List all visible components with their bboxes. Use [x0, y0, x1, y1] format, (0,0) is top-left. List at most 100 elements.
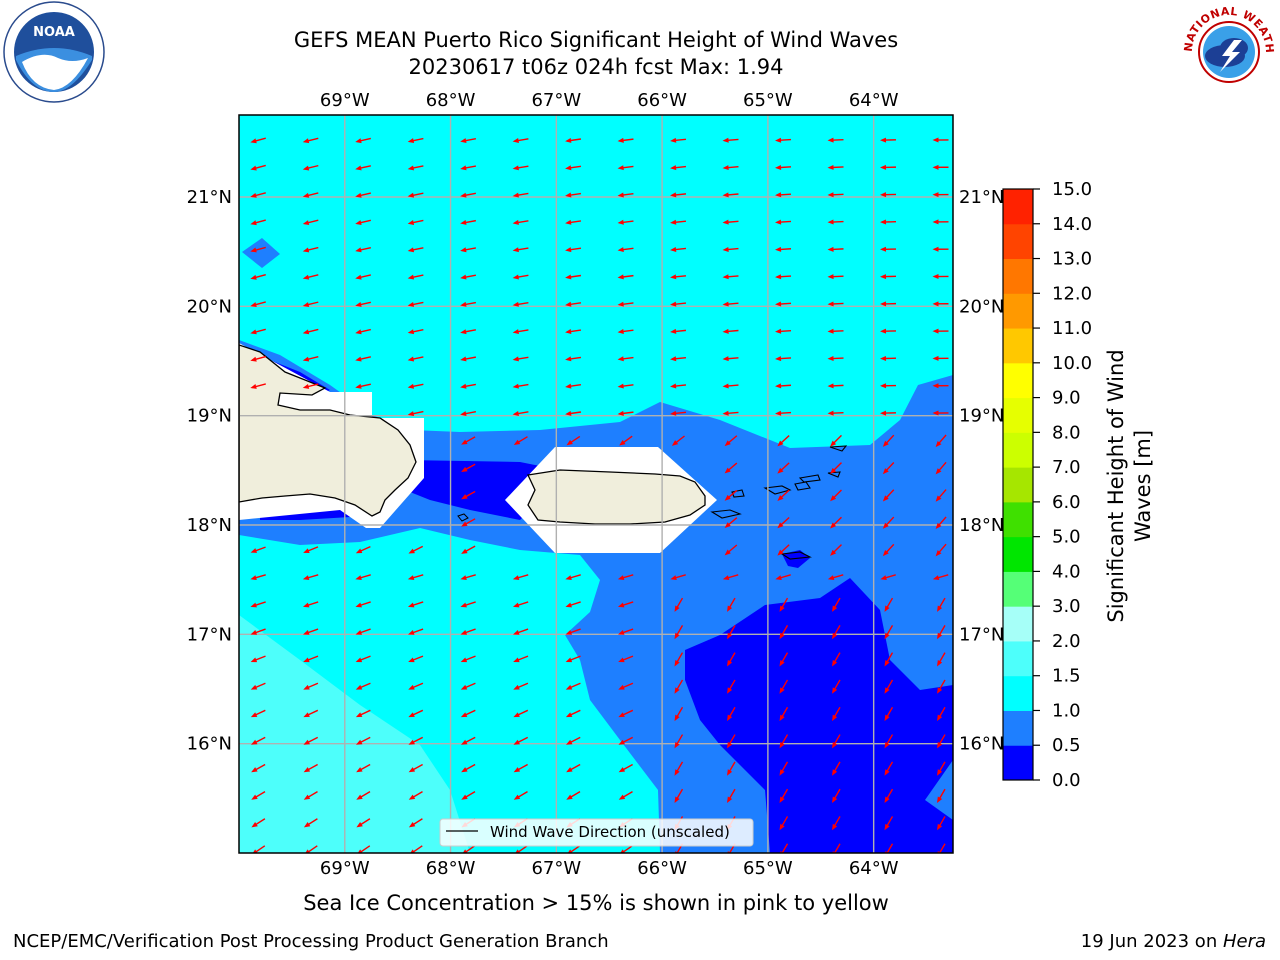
lon-label-bottom-1: 68°W — [426, 858, 476, 879]
lon-label-top-3: 66°W — [637, 90, 687, 111]
wind-arrow-162 — [724, 462, 738, 474]
wind-arrow-118 — [565, 356, 582, 362]
wind-arrow-201 — [880, 574, 896, 581]
wind-arrow-98 — [250, 328, 266, 335]
wind-arrow-72 — [355, 274, 371, 280]
wind-arrow-291 — [461, 763, 476, 773]
wind-arrow-36 — [670, 192, 687, 198]
wind-arrow-64 — [670, 247, 687, 252]
wind-arrow-54 — [880, 219, 897, 225]
island-tortola — [798, 474, 821, 483]
wind-arrow-308 — [618, 791, 633, 800]
wind-arrow-251 — [565, 682, 581, 690]
lat-label-right-1: 20°N — [959, 296, 1004, 317]
wind-arrow-48 — [565, 219, 582, 225]
wind-arrow-76 — [565, 274, 582, 280]
wind-arrow-62 — [565, 247, 582, 253]
wind-arrow-82 — [880, 274, 897, 280]
wind-arrow-19 — [512, 165, 529, 171]
wind-arrow-261 — [355, 709, 371, 718]
colorbar-seg-3 — [1003, 640, 1033, 677]
wind-arrow-314 — [937, 788, 946, 803]
wind-arrow-12 — [880, 137, 897, 143]
wind-arrow-247 — [355, 682, 371, 690]
wind-arrow-286 — [937, 734, 946, 749]
wind-arrow-20 — [565, 165, 582, 171]
wind-arrow-171 — [882, 489, 895, 502]
wind-arrow-121 — [722, 356, 739, 362]
wind-arrow-111 — [932, 328, 949, 334]
wind-arrow-229 — [884, 624, 894, 640]
wind-arrow-294 — [618, 763, 633, 773]
wind-arrow-223 — [565, 628, 581, 635]
wind-arrow-180 — [303, 546, 319, 553]
wind-arrow-129 — [407, 383, 424, 389]
wind-arrow-218 — [303, 628, 319, 635]
land-hispaniola — [239, 344, 417, 517]
wind-arrow-105 — [617, 328, 634, 334]
wind-arrow-115 — [407, 356, 424, 362]
lat-label-left-0: 21°N — [187, 187, 232, 208]
island-sombrero — [829, 445, 848, 452]
wind-arrow-311 — [779, 788, 789, 803]
wind-arrow-151 — [461, 436, 476, 445]
wind-arrow-227 — [779, 624, 789, 640]
wind-arrow-89 — [512, 301, 529, 307]
wind-arrow-100 — [355, 328, 371, 335]
wind-arrow-61 — [512, 247, 529, 253]
map-area — [239, 115, 953, 853]
wind-arrow-130 — [460, 383, 477, 389]
wind-arrow-55 — [932, 219, 949, 225]
footer-host: Hera — [1222, 931, 1266, 952]
wind-arrow-239 — [674, 652, 684, 667]
wind-arrow-274 — [303, 736, 319, 745]
wind-arrow-226 — [727, 624, 736, 640]
wind-arrow-296 — [727, 761, 736, 776]
wind-arrow-188 — [935, 543, 947, 557]
wind-arrow-128 — [355, 383, 371, 389]
island-anegada — [827, 471, 841, 478]
wind-arrow-15 — [302, 164, 319, 171]
wind-arrow-263 — [460, 709, 476, 718]
wind-arrow-40 — [880, 192, 897, 198]
wind-arrow-163 — [777, 462, 790, 474]
lon-label-top-5: 64°W — [849, 90, 899, 111]
lat-label-left-3: 18°N — [187, 515, 232, 536]
wind-arrow-264 — [513, 709, 529, 718]
wind-arrow-260 — [303, 709, 319, 718]
wind-arrow-194 — [512, 574, 529, 581]
lat-label-right-3: 18°N — [959, 515, 1004, 536]
wind-arrow-44 — [355, 219, 371, 226]
lat-label-left-2: 19°N — [187, 406, 232, 427]
wind-arrow-81 — [827, 274, 844, 280]
wind-arrow-254 — [727, 679, 736, 694]
wind-arrow-210 — [617, 601, 634, 608]
colorbar-label-line1: Significant Height of Wind — [1104, 349, 1128, 622]
wind-arrow-208 — [512, 601, 529, 608]
wind-arrow-31 — [407, 192, 424, 198]
wind-arrow-170 — [830, 489, 842, 502]
footer-credit: NCEP/EMC/Verification Post Processing Pr… — [13, 931, 609, 952]
wind-arrow-25 — [827, 164, 844, 170]
wind-arrow-85 — [302, 301, 319, 307]
lon-label-bottom-2: 67°W — [531, 858, 581, 879]
lat-label-left-4: 17°N — [187, 624, 232, 645]
wind-arrow-326 — [832, 816, 841, 831]
wind-arrow-124 — [880, 355, 897, 361]
chart-subtitle: 20230617 t06z 024h fcst Max: 1.94 — [408, 55, 784, 79]
wind-arrow-209 — [565, 601, 581, 608]
lat-label-right-2: 19°N — [959, 406, 1004, 427]
wind-arrow-122 — [775, 356, 792, 362]
wind-arrow-196 — [617, 574, 634, 581]
wind-arrow-217 — [250, 628, 266, 635]
wind-arrow-108 — [775, 328, 792, 334]
wind-arrow-10 — [775, 137, 792, 143]
wind-arrow-304 — [408, 791, 423, 800]
lon-label-bottom-4: 65°W — [743, 858, 793, 879]
wind-arrow-153 — [566, 435, 581, 446]
colorbar-seg-16 — [1003, 189, 1033, 225]
wind-arrow-73 — [407, 274, 424, 280]
wind-arrow-177 — [882, 516, 895, 529]
lon-label-bottom-5: 64°W — [849, 858, 899, 879]
wind-arrow-193 — [460, 574, 476, 581]
